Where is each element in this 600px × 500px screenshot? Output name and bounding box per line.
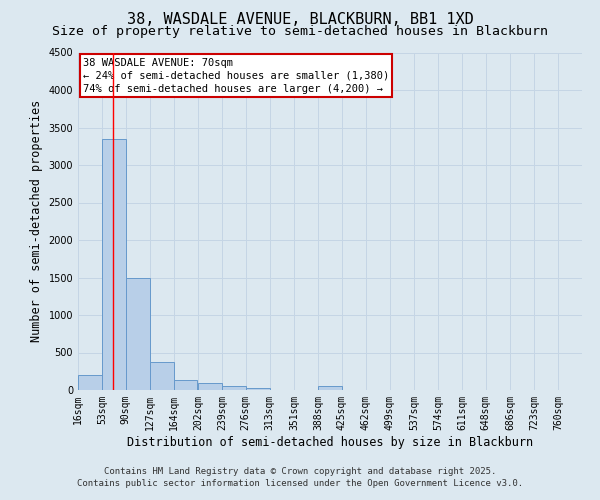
Bar — [173, 380, 197, 390]
Bar — [198, 383, 222, 390]
Bar — [318, 386, 342, 390]
Text: Contains HM Land Registry data © Crown copyright and database right 2025.
Contai: Contains HM Land Registry data © Crown c… — [77, 466, 523, 487]
Text: Size of property relative to semi-detached houses in Blackburn: Size of property relative to semi-detach… — [52, 25, 548, 38]
Text: 38, WASDALE AVENUE, BLACKBURN, BB1 1XD: 38, WASDALE AVENUE, BLACKBURN, BB1 1XD — [127, 12, 473, 28]
Bar — [78, 375, 102, 390]
Bar — [102, 138, 126, 390]
Bar — [222, 386, 246, 390]
X-axis label: Distribution of semi-detached houses by size in Blackburn: Distribution of semi-detached houses by … — [127, 436, 533, 448]
Y-axis label: Number of semi-detached properties: Number of semi-detached properties — [30, 100, 43, 342]
Text: 38 WASDALE AVENUE: 70sqm
← 24% of semi-detached houses are smaller (1,380)
74% o: 38 WASDALE AVENUE: 70sqm ← 24% of semi-d… — [83, 58, 389, 94]
Bar — [149, 362, 173, 390]
Bar — [246, 388, 269, 390]
Bar — [126, 278, 149, 390]
